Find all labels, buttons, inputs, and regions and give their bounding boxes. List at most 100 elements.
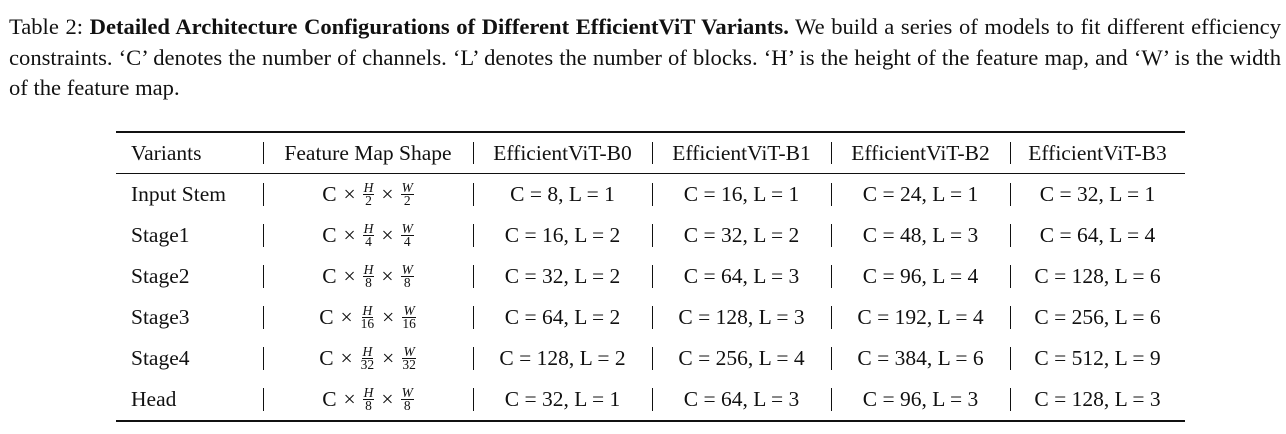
shape-w-num: W [400,262,414,277]
shape-w-den: 8 [403,398,411,413]
shape-times: × [381,223,394,247]
config-cell-b1: C = 128, L = 3 [652,297,831,338]
shape-times: × [343,264,356,288]
shape-w-fraction: W 16 [401,303,417,331]
shape-times: × [340,305,353,329]
feature-map-shape-cell: C × H 4 × W 4 [263,215,473,256]
shape-times: × [381,182,394,206]
config-cell-b3: C = 128, L = 6 [1010,256,1185,297]
shape-h-fraction: H 16 [360,303,376,331]
shape-h-den: 8 [365,398,372,413]
config-cell-b0: C = 32, L = 1 [473,379,652,421]
shape-w-num: W [400,221,414,236]
config-cell-b1: C = 64, L = 3 [652,256,831,297]
feature-map-shape-cell: C × H 8 × W 8 [263,256,473,297]
shape-w-fraction: W 32 [401,344,417,372]
caption-body: We build a series of models to fit diffe… [9,14,1282,100]
config-cell-b2: C = 96, L = 3 [831,379,1010,421]
caption-label: Table 2: [9,14,90,39]
shape-c: C [322,223,337,247]
table-header-row: Variants Feature Map Shape EfficientViT-… [116,132,1185,174]
shape-times: × [381,264,394,288]
shape-c: C [322,264,337,288]
config-cell-b0: C = 8, L = 1 [473,174,652,216]
feature-map-shape-cell: C × H 16 × W 16 [263,297,473,338]
shape-w-den: 8 [403,275,411,290]
shape-h-den: 16 [360,316,375,331]
config-cell-b2: C = 24, L = 1 [831,174,1010,216]
shape-h-den: 8 [365,275,372,290]
shape-times: × [340,346,353,370]
shape-h-num: H [361,303,374,318]
shape-times: × [343,223,356,247]
caption-title: Detailed Architecture Configurations of … [89,14,789,39]
feature-map-shape-cell: C × H 32 × W 32 [263,338,473,379]
config-cell-b1: C = 256, L = 4 [652,338,831,379]
shape-h-fraction: H 32 [360,345,376,372]
table-caption: Table 2: Detailed Architecture Configura… [9,12,1281,104]
config-cell-b0: C = 64, L = 2 [473,297,652,338]
shape-w-num: W [400,180,414,195]
shape-w-num: W [402,303,416,318]
shape-w-den: 2 [403,193,411,208]
config-cell-b3: C = 512, L = 9 [1010,338,1185,379]
shape-h-num: H [362,385,375,400]
shape-w-num: W [400,385,414,400]
shape-w-num: W [402,344,416,359]
config-cell-b2: C = 96, L = 4 [831,256,1010,297]
header-b0: EfficientViT-B0 [473,132,652,174]
variant-cell: Stage2 [131,264,190,288]
header-b2: EfficientViT-B2 [831,132,1010,174]
config-cell-b3: C = 64, L = 4 [1010,215,1185,256]
variant-cell: Stage1 [131,223,190,247]
shape-h-den: 4 [365,234,372,249]
shape-h-num: H [362,180,375,195]
config-cell-b1: C = 16, L = 1 [652,174,831,216]
variant-cell: Stage4 [131,346,190,370]
shape-h-den: 32 [360,357,375,372]
config-cell-b3: C = 256, L = 6 [1010,297,1185,338]
config-cell-b3: C = 32, L = 1 [1010,174,1185,216]
header-feature-map-shape: Feature Map Shape [263,132,473,174]
shape-c: C [322,387,337,411]
config-cell-b0: C = 16, L = 2 [473,215,652,256]
variant-cell: Head [131,387,177,411]
shape-h-num: H [362,262,375,277]
variant-cell: Stage3 [131,305,190,329]
shape-c: C [322,182,337,206]
shape-w-den: 4 [403,234,411,249]
shape-w-den: 32 [402,357,416,372]
shape-c: C [319,346,334,370]
feature-map-shape-cell: C × H 8 × W 8 [263,379,473,421]
variant-cell: Input Stem [131,182,226,206]
feature-map-shape-cell: C × H 2 × W 2 [263,174,473,216]
config-cell-b2: C = 384, L = 6 [831,338,1010,379]
shape-times: × [343,387,356,411]
config-cell-b2: C = 192, L = 4 [831,297,1010,338]
config-cell-b0: C = 128, L = 2 [473,338,652,379]
config-cell-b1: C = 32, L = 2 [652,215,831,256]
config-cell-b0: C = 32, L = 2 [473,256,652,297]
shape-w-den: 16 [402,316,416,331]
header-b3: EfficientViT-B3 [1010,132,1185,174]
shape-times: × [343,182,356,206]
shape-times: × [381,387,394,411]
shape-c: C [319,305,334,329]
header-variants: Variants [116,132,263,174]
config-cell-b3: C = 128, L = 3 [1010,379,1185,421]
shape-h-num: H [362,221,375,236]
